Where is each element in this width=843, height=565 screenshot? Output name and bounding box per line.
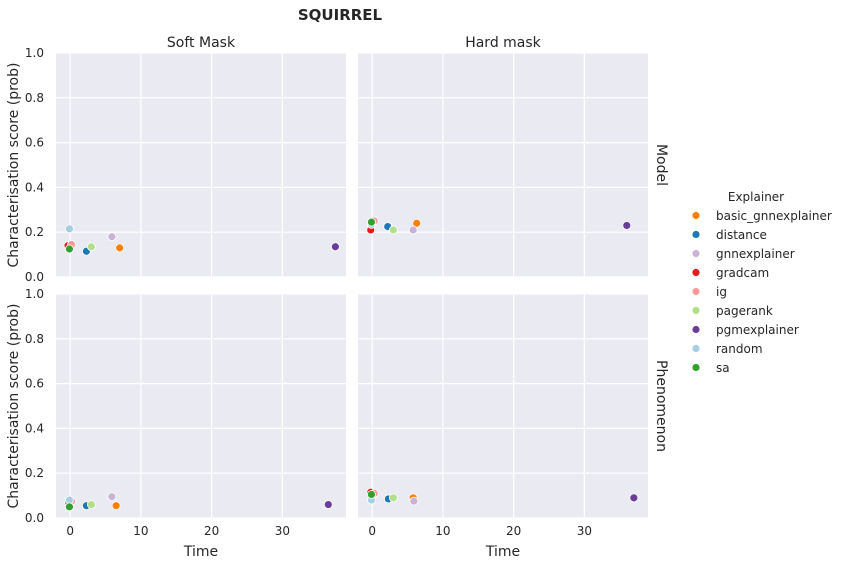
- y-tick-label: 0.0: [25, 511, 44, 525]
- x-axis-label: Time: [485, 544, 520, 560]
- point-pagerank: [86, 500, 96, 509]
- point-sa: [367, 490, 376, 499]
- point-pgmexplainer: [622, 221, 632, 230]
- legend-label-sa: sa: [716, 361, 730, 375]
- legend-label-gradcam: gradcam: [716, 266, 769, 280]
- legend-title: Explainer: [728, 190, 784, 204]
- legend-label-pagerank: pagerank: [716, 304, 773, 318]
- point-basic_gnnexplainer: [412, 218, 422, 228]
- legend-label-ig: ig: [716, 285, 727, 299]
- y-tick-label: 0.6: [25, 377, 44, 391]
- x-tick-label: 30: [275, 524, 290, 538]
- x-axis-label: Time: [183, 544, 218, 560]
- y-tick-label: 0.2: [25, 225, 44, 239]
- point-pagerank: [86, 242, 96, 252]
- point-sa: [367, 217, 376, 227]
- x-tick-label: 10: [435, 524, 450, 538]
- legend-label-basic_gnnexplainer: basic_gnnexplainer: [716, 209, 832, 223]
- y-tick-label: 1.0: [25, 287, 44, 301]
- point-sa: [65, 244, 74, 254]
- legend-marker-basic_gnnexplainer: [691, 211, 701, 220]
- y-axis-label: Characterisation score (prob): [6, 63, 22, 268]
- y-tick-label: 0.4: [25, 180, 44, 194]
- point-pgmexplainer: [330, 242, 340, 252]
- legend-marker-distance: [691, 230, 701, 239]
- point-basic_gnnexplainer: [111, 501, 121, 511]
- point-pagerank: [388, 493, 398, 503]
- legend-marker-sa: [691, 363, 701, 372]
- x-tick-label: 10: [133, 524, 148, 538]
- point-gnnexplainer: [409, 496, 419, 506]
- legend-label-gnnexplainer: gnnexplainer: [716, 247, 795, 261]
- x-tick-label: 0: [368, 524, 376, 538]
- chart-title: SQUIRREL: [298, 6, 383, 24]
- x-tick-label: 20: [204, 524, 219, 538]
- legend-marker-random: [691, 344, 701, 353]
- point-random: [65, 224, 74, 234]
- point-gnnexplainer: [107, 232, 117, 242]
- point-pagerank: [388, 225, 398, 235]
- legend-marker-gradcam: [691, 268, 701, 277]
- y-tick-label: 1.0: [25, 46, 44, 60]
- legend-marker-gnnexplainer: [691, 249, 701, 258]
- legend-label-random: random: [716, 342, 763, 356]
- y-tick-label: 0.6: [25, 136, 44, 150]
- panel-1-0-background: [56, 294, 346, 518]
- y-tick-label: 0.8: [25, 332, 44, 346]
- point-pgmexplainer: [323, 500, 333, 509]
- legend-marker-ig: [691, 287, 701, 296]
- row-title: Phenomenon: [653, 360, 669, 452]
- point-gnnexplainer: [408, 225, 418, 235]
- panel-1-1-background: [358, 294, 648, 518]
- column-title: Soft Mask: [167, 35, 236, 51]
- point-pgmexplainer: [629, 493, 639, 503]
- y-tick-label: 0.0: [25, 270, 44, 284]
- x-tick-label: 0: [66, 524, 74, 538]
- legend-label-pgmexplainer: pgmexplainer: [716, 323, 799, 337]
- legend-marker-pgmexplainer: [691, 325, 701, 334]
- x-tick-label: 30: [577, 524, 592, 538]
- point-basic_gnnexplainer: [115, 243, 125, 253]
- y-tick-label: 0.8: [25, 91, 44, 105]
- row-title: Model: [653, 144, 669, 186]
- point-sa: [65, 502, 74, 512]
- legend-label-distance: distance: [716, 228, 767, 242]
- column-title: Hard mask: [465, 35, 541, 51]
- y-axis-label: Characterisation score (prob): [6, 304, 22, 509]
- y-tick-label: 0.2: [25, 466, 44, 480]
- panel-0-1-background: [358, 53, 648, 277]
- y-tick-label: 0.4: [25, 421, 44, 435]
- panel-0-0-background: [56, 53, 346, 277]
- point-gnnexplainer: [107, 492, 117, 502]
- legend-marker-pagerank: [691, 306, 701, 315]
- x-tick-label: 20: [506, 524, 521, 538]
